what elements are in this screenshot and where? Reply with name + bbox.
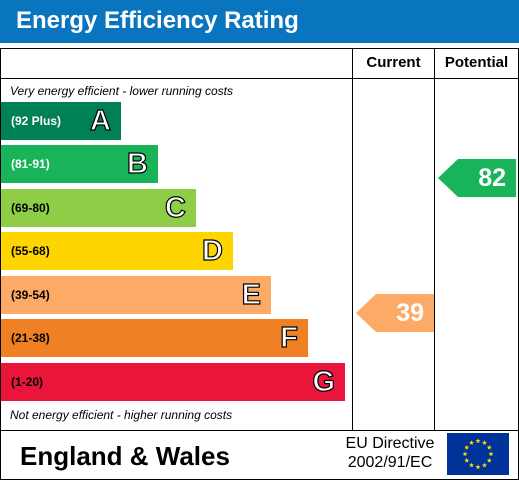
note-very-efficient: Very energy efficient - lower running co… — [10, 84, 233, 98]
column-divider — [352, 48, 353, 431]
star-icon — [464, 457, 470, 463]
eu-directive-line1: EU Directive — [345, 435, 435, 452]
band-range-label: (21-38) — [11, 331, 50, 345]
star-icon — [486, 457, 492, 463]
star-icon — [482, 440, 487, 445]
band-letter: A — [89, 104, 111, 137]
band-letter: E — [241, 278, 262, 311]
band-range-label: (55-68) — [11, 244, 50, 258]
band-letter: C — [164, 191, 186, 224]
column-divider — [434, 48, 435, 431]
star-icon — [486, 444, 492, 450]
band-letter: G — [312, 365, 336, 398]
band-range-label: (92 Plus) — [11, 114, 62, 128]
star-icon — [488, 451, 494, 457]
star-icon — [469, 462, 474, 468]
band-letter: F — [280, 321, 299, 354]
rating-band-g: (1-20) G — [1, 363, 345, 401]
note-not-efficient: Not energy efficient - higher running co… — [10, 408, 233, 422]
star-icon — [475, 464, 481, 470]
rating-band-f: (21-38) F — [1, 319, 308, 357]
rating-band-e: (39-54) E — [1, 276, 271, 314]
band-range-label: (69-80) — [11, 201, 50, 215]
band-letter: B — [126, 147, 148, 180]
star-icon — [462, 451, 468, 457]
rating-band-b: (81-91) B — [1, 145, 158, 183]
header-row-divider — [0, 78, 519, 79]
band-range-label: (1-20) — [11, 375, 44, 389]
star-icon — [464, 444, 470, 450]
eu-stars-icon — [462, 438, 494, 470]
eu-directive-text: EU Directive 2002/91/EC — [335, 434, 445, 472]
footer-divider — [0, 430, 519, 431]
region-label: England & Wales — [20, 441, 230, 471]
rating-band-a: (92 Plus) A — [1, 102, 121, 140]
header-bar: Energy Efficiency Rating — [0, 0, 519, 43]
star-icon — [469, 440, 474, 445]
rating-band-d: (55-68) D — [1, 232, 233, 270]
eu-flag-icon — [447, 433, 509, 475]
current-rating-value: 39 — [396, 299, 424, 327]
eu-directive-line2: 2002/91/EC — [347, 454, 433, 471]
star-icon — [475, 438, 481, 444]
star-icon — [482, 462, 487, 468]
potential-rating-value: 82 — [478, 164, 506, 192]
band-range-label: (81-91) — [11, 157, 50, 171]
band-range-label: (39-54) — [11, 288, 50, 302]
page-title: Energy Efficiency Rating — [16, 7, 299, 34]
band-letter: D — [201, 234, 223, 267]
column-header-potential: Potential — [444, 54, 509, 71]
column-header-current: Current — [366, 54, 421, 71]
rating-band-c: (69-80) C — [1, 189, 196, 227]
